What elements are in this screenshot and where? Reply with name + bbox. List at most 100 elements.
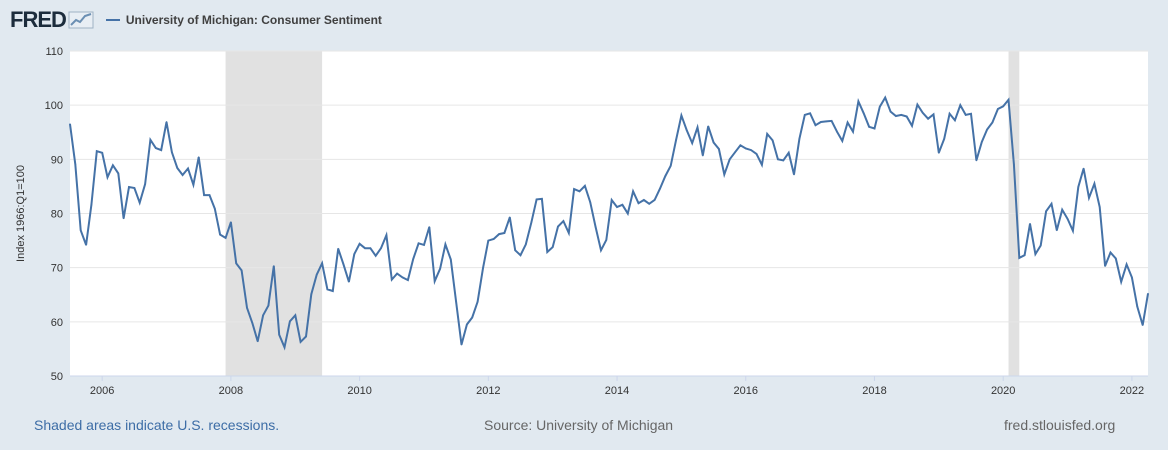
data-point — [900, 114, 903, 116]
data-point — [1131, 276, 1133, 279]
recession-note-link[interactable]: Shaded areas indicate U.S. recessions. — [34, 417, 280, 433]
data-point — [734, 151, 736, 154]
data-point — [1018, 257, 1021, 259]
data-point — [278, 334, 280, 336]
data-point — [160, 149, 162, 151]
data-point — [267, 304, 270, 307]
data-point — [728, 158, 731, 161]
data-point — [112, 164, 114, 167]
data-point — [562, 220, 565, 222]
data-point — [718, 148, 720, 150]
data-point — [433, 280, 436, 283]
data-point — [1104, 265, 1106, 267]
data-point — [1045, 210, 1047, 213]
data-point — [1098, 206, 1101, 208]
series-line — [69, 95, 1149, 351]
data-point — [771, 139, 774, 142]
data-point — [283, 346, 286, 349]
data-point — [385, 234, 388, 236]
data-point — [428, 226, 431, 228]
data-point — [471, 316, 474, 319]
data-point — [390, 278, 393, 281]
data-point — [702, 154, 704, 157]
data-point — [331, 290, 334, 292]
data-point — [224, 237, 227, 239]
data-point — [1136, 305, 1139, 308]
data-point — [1002, 105, 1004, 108]
data-point — [852, 130, 854, 133]
fred-logo[interactable]: FRED — [10, 7, 67, 32]
data-point — [69, 123, 71, 125]
data-point — [541, 198, 543, 200]
data-point — [326, 288, 329, 291]
data-point — [374, 254, 377, 257]
data-point — [1109, 251, 1112, 254]
chart-line-icon — [68, 11, 94, 29]
data-point — [455, 300, 457, 303]
data-point — [364, 247, 366, 249]
data-point — [964, 114, 967, 116]
data-point — [927, 117, 929, 120]
data-point — [712, 141, 715, 144]
data-point — [439, 267, 441, 270]
x-tick-label: 2022 — [1120, 385, 1144, 397]
data-point — [723, 173, 726, 176]
data-point — [79, 229, 82, 232]
data-point — [991, 121, 994, 124]
data-point — [707, 125, 710, 128]
data-point — [959, 104, 962, 106]
x-tick-label: 2014 — [605, 385, 629, 397]
data-point — [1050, 202, 1053, 205]
data-point — [1029, 222, 1031, 225]
data-point — [616, 206, 618, 208]
data-point — [90, 204, 93, 206]
data-point — [1061, 208, 1064, 211]
data-point — [798, 137, 801, 140]
data-point — [122, 217, 125, 220]
data-point — [466, 323, 468, 326]
data-point — [664, 175, 667, 177]
data-point — [460, 343, 463, 346]
data-point — [106, 176, 109, 179]
legend-swatch — [105, 19, 120, 21]
data-point — [256, 340, 259, 343]
site-link[interactable]: fred.stlouisfed.org — [1004, 417, 1116, 433]
data-point — [294, 314, 297, 317]
data-point — [358, 243, 361, 245]
data-point — [171, 151, 173, 154]
data-point — [251, 322, 254, 324]
data-point — [680, 114, 683, 117]
y-tick-label: 60 — [51, 317, 63, 329]
data-point — [348, 280, 350, 283]
data-point — [669, 165, 672, 167]
data-point — [809, 112, 811, 115]
data-point — [1039, 244, 1042, 247]
data-point — [235, 262, 238, 265]
data-point — [948, 113, 951, 115]
series-points — [69, 96, 1149, 349]
data-point — [154, 147, 157, 149]
data-point — [573, 188, 575, 190]
data-point — [1147, 292, 1149, 295]
data-point — [1056, 229, 1058, 232]
data-point — [85, 244, 87, 246]
y-tick-label: 80 — [51, 209, 63, 221]
data-point — [830, 120, 833, 122]
data-point — [514, 249, 516, 252]
data-point — [192, 183, 195, 186]
data-point — [782, 159, 785, 162]
data-point — [911, 124, 913, 127]
data-point — [476, 300, 479, 303]
data-point — [1077, 186, 1080, 188]
data-point — [230, 221, 232, 223]
data-point — [197, 156, 200, 158]
data-point — [219, 233, 221, 236]
data-point — [181, 174, 184, 176]
data-point — [750, 149, 752, 151]
x-tick-label: 2012 — [476, 385, 500, 397]
y-tick-label: 70 — [51, 263, 63, 275]
data-point — [246, 306, 248, 309]
data-point — [1115, 257, 1117, 260]
data-point — [1013, 163, 1015, 166]
x-tick-label: 2010 — [347, 385, 371, 397]
